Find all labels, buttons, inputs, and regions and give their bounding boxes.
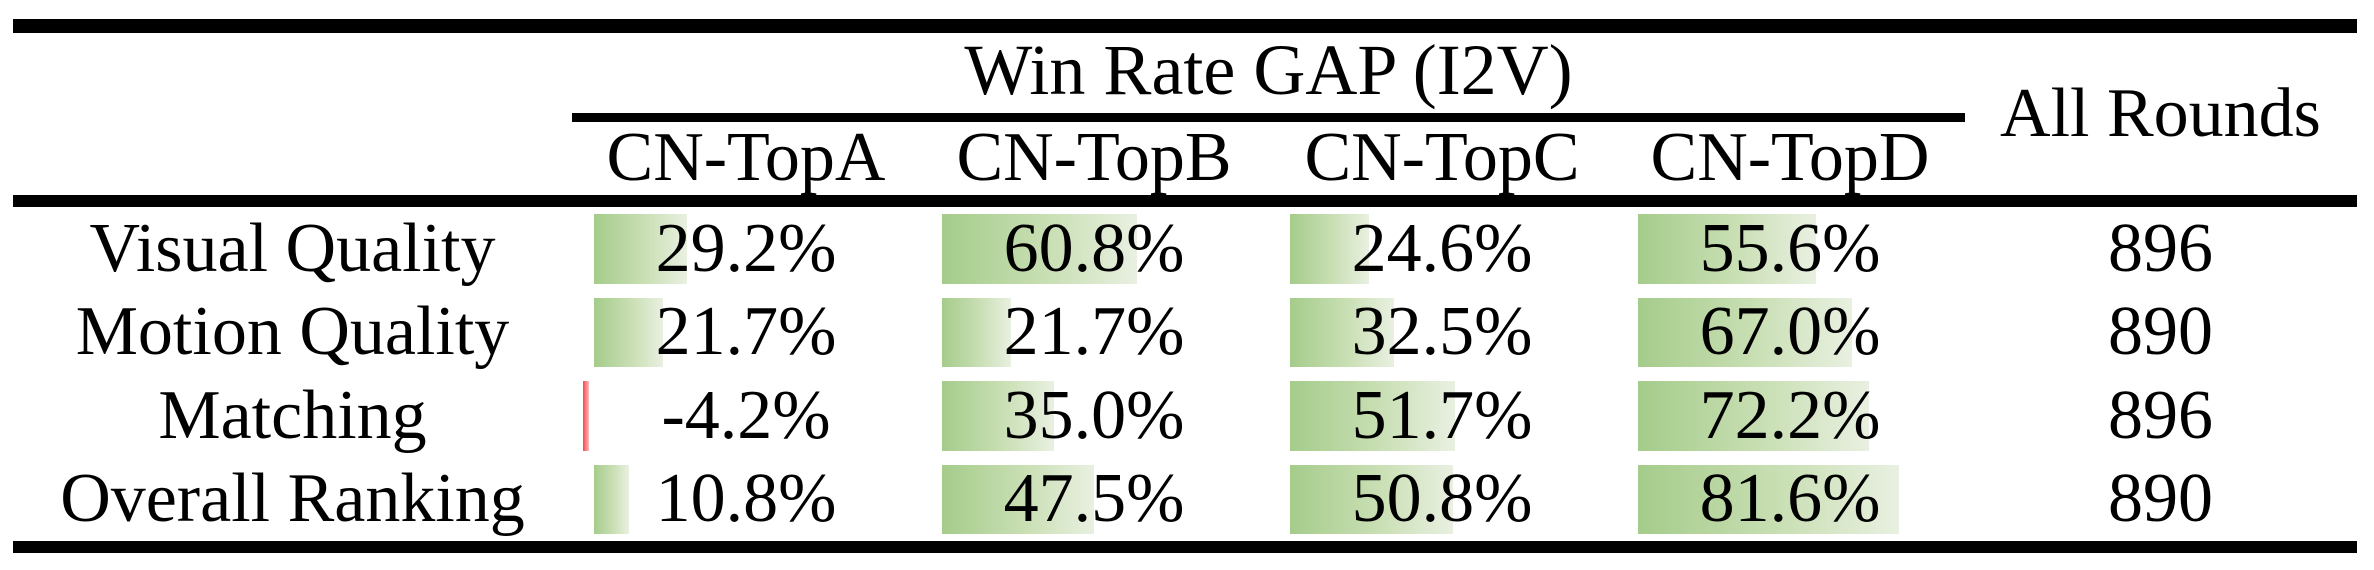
cell-value: 55.6%	[1699, 209, 1881, 287]
positive-data-bar	[594, 214, 688, 284]
row-label: Matching	[158, 376, 427, 454]
positive-data-bar	[1638, 214, 1816, 284]
positive-data-bar	[1290, 214, 1369, 284]
row-label: Overall Ranking	[60, 460, 525, 538]
cell-value: -4.2%	[661, 376, 831, 454]
column-header-cn-topa: CN-TopA	[606, 118, 886, 196]
all-rounds-value: 896	[2108, 209, 2213, 287]
positive-data-bar	[1290, 381, 1456, 451]
positive-data-bar	[1638, 381, 1870, 451]
positive-data-bar	[942, 381, 1054, 451]
positive-data-bar	[594, 464, 629, 534]
data-cell: 47.5%	[920, 458, 1268, 542]
cell-value: 29.2%	[655, 209, 837, 287]
column-header-cn-topb: CN-TopB	[956, 118, 1232, 196]
column-header-row: CN-TopA CN-TopB CN-TopC CN-TopD	[572, 120, 1964, 195]
data-cell: 51.7%	[1268, 374, 1616, 458]
table-row: Visual Quality 29.2% 60.8% 24.6% 55.6% 896	[13, 207, 2357, 291]
cell-value: 35.0%	[1003, 376, 1185, 454]
positive-data-bar	[942, 214, 1137, 284]
column-header-cn-topd: CN-TopD	[1650, 118, 1930, 196]
header-separator-rule	[13, 195, 2357, 207]
cell-value: 51.7%	[1351, 376, 1533, 454]
data-cell: 55.6%	[1616, 207, 1964, 291]
cell-value: 60.8%	[1003, 209, 1185, 287]
cell-value: 47.5%	[1003, 460, 1185, 538]
positive-data-bar	[1638, 297, 1853, 367]
table-top-rule	[13, 19, 2357, 33]
positive-data-bar	[1290, 464, 1453, 534]
cell-value: 10.8%	[655, 460, 837, 538]
row-label: Motion Quality	[75, 293, 510, 371]
table-bottom-rule	[13, 541, 2357, 553]
column-header-all-rounds: All Rounds	[2000, 75, 2321, 152]
table-row: Matching -4.2% 35.0% 51.7% 72.2% 896	[13, 374, 2357, 458]
positive-data-bar	[942, 297, 1012, 367]
cell-value: 67.0%	[1699, 293, 1881, 371]
data-cell: 81.6%	[1616, 458, 1964, 542]
positive-data-bar	[942, 464, 1094, 534]
cell-value: 24.6%	[1351, 209, 1533, 287]
group-header-win-rate-gap: Win Rate GAP (I2V)	[964, 30, 1573, 110]
data-cell: 50.8%	[1268, 458, 1616, 542]
positive-data-bar	[594, 297, 664, 367]
positive-data-bar	[1638, 464, 1900, 534]
cell-value: 21.7%	[1003, 293, 1185, 371]
data-cell: 72.2%	[1616, 374, 1964, 458]
cell-value: 50.8%	[1351, 460, 1533, 538]
data-cell: 60.8%	[920, 207, 1268, 291]
all-rounds-value: 890	[2108, 293, 2213, 371]
data-cell: 21.7%	[572, 291, 920, 375]
data-cell: -4.2%	[572, 374, 920, 458]
data-cell: 35.0%	[920, 374, 1268, 458]
table-body: Visual Quality 29.2% 60.8% 24.6% 55.6% 896 Mot…	[13, 207, 2357, 541]
negative-data-bar	[583, 381, 589, 451]
table-row: Overall Ranking 10.8% 47.5% 50.8% 81.6% 890	[13, 458, 2357, 542]
all-rounds-value: 890	[2108, 460, 2213, 538]
data-cell: 24.6%	[1268, 207, 1616, 291]
column-header-cn-topc: CN-TopC	[1304, 118, 1580, 196]
positive-data-bar	[1290, 297, 1394, 367]
all-rounds-value: 896	[2108, 376, 2213, 454]
group-header-underline-rule	[572, 113, 1965, 122]
data-cell: 10.8%	[572, 458, 920, 542]
cell-value: 21.7%	[655, 293, 837, 371]
data-cell: 29.2%	[572, 207, 920, 291]
data-cell: 67.0%	[1616, 291, 1964, 375]
data-cell: 32.5%	[1268, 291, 1616, 375]
cell-value: 72.2%	[1699, 376, 1881, 454]
data-cell: 21.7%	[920, 291, 1268, 375]
cell-value: 81.6%	[1699, 460, 1881, 538]
row-label: Visual Quality	[89, 209, 496, 287]
table-row: Motion Quality 21.7% 21.7% 32.5% 67.0% 890	[13, 291, 2357, 375]
cell-value: 32.5%	[1351, 293, 1533, 371]
